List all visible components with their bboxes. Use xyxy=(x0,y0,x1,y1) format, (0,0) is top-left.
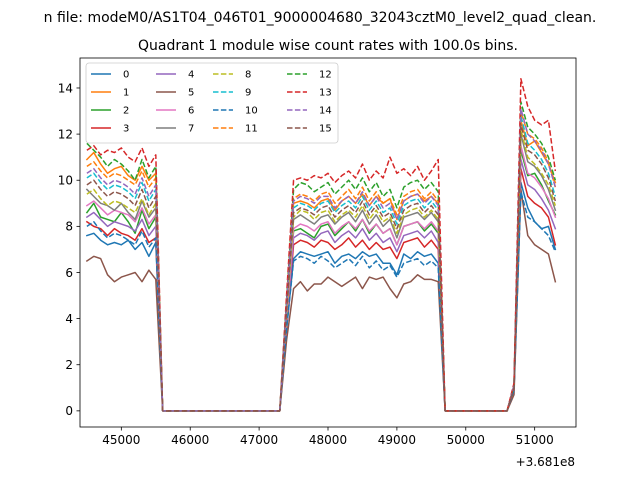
legend-label-12: 12 xyxy=(319,70,332,81)
legend-frame xyxy=(85,62,339,144)
legend-label-15: 15 xyxy=(319,124,332,135)
y-tick-label: 8 xyxy=(65,220,73,234)
legend-label-9: 9 xyxy=(245,88,251,99)
x-tick-label: 47000 xyxy=(240,433,278,447)
y-tick-label: 10 xyxy=(58,174,73,188)
plot-area xyxy=(85,78,557,412)
chart-title: Quadrant 1 module wise count rates with … xyxy=(138,38,518,54)
y-tick-label: 4 xyxy=(65,312,73,326)
y-tick-label: 12 xyxy=(58,127,73,141)
legend-label-8: 8 xyxy=(245,70,251,81)
legend-label-7: 7 xyxy=(188,124,194,135)
legend-label-5: 5 xyxy=(188,88,194,99)
series-line-15 xyxy=(86,124,557,412)
legend-label-11: 11 xyxy=(245,124,258,135)
x-tick-label: 45000 xyxy=(102,433,140,447)
figure-suptitle: n file: modeM0/AS1T04_046T01_9000004680_… xyxy=(44,10,597,26)
x-tick-label: 51000 xyxy=(516,433,554,447)
legend-label-0: 0 xyxy=(123,70,129,81)
x-tick-label: 49000 xyxy=(378,433,416,447)
y-axis: 0 2 4 6 8 10 12 14 xyxy=(58,81,80,418)
x-axis: 45000 46000 47000 48000 49000 50000 51000 xyxy=(102,427,554,447)
x-tick-label: 48000 xyxy=(309,433,347,447)
y-tick-label: 6 xyxy=(65,266,73,280)
legend-label-2: 2 xyxy=(123,106,129,117)
y-tick-label: 0 xyxy=(65,404,73,418)
legend-label-4: 4 xyxy=(188,70,194,81)
y-tick-label: 2 xyxy=(65,358,73,372)
x-tick-label: 50000 xyxy=(447,433,485,447)
y-tick-label: 14 xyxy=(58,81,73,95)
x-axis-offset-text: +3.681e8 xyxy=(516,455,575,469)
legend-label-14: 14 xyxy=(319,106,332,117)
legend-label-1: 1 xyxy=(123,88,129,99)
legend-label-13: 13 xyxy=(319,88,332,99)
x-tick-label: 46000 xyxy=(171,433,209,447)
legend-label-10: 10 xyxy=(245,106,258,117)
legend-label-3: 3 xyxy=(123,124,129,135)
legend-label-6: 6 xyxy=(188,106,194,117)
